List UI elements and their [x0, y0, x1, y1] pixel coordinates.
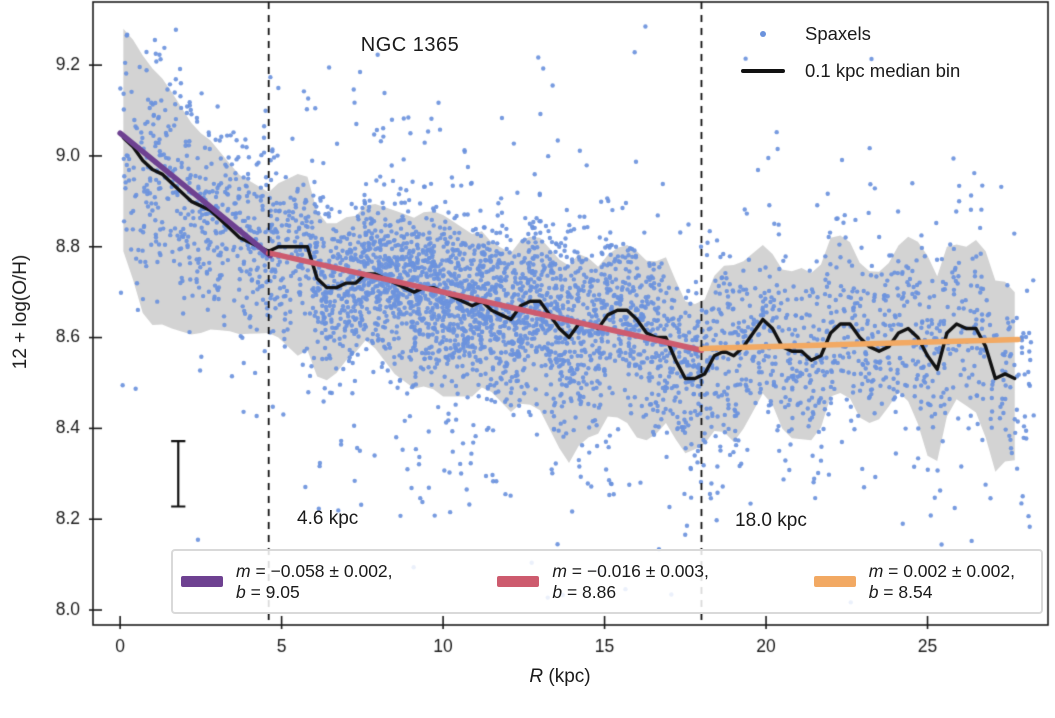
intercept-var: b: [236, 581, 246, 602]
break-annotation-inner: 4.6 kpc: [297, 508, 359, 529]
inner-fit-swatch-icon: [181, 576, 223, 587]
intercept-var: b: [868, 581, 879, 602]
spaxel-dot-icon: [760, 30, 766, 37]
slope-value: = −0.016 ± 0.003,: [566, 560, 709, 581]
inner-fit-text: m = −0.058 ± 0.002, b = 9.05: [236, 561, 393, 603]
legend-marker-cell: [736, 30, 790, 37]
slope-var: m: [552, 560, 567, 581]
legend-label-median-bin: 0.1 kpc median bin: [805, 59, 961, 81]
x-axis-label-unit: (kpc): [543, 666, 591, 687]
y-axis-label: 12 + log(O/H): [10, 254, 31, 370]
slope-value: = 0.002 ± 0.002,: [883, 560, 1015, 581]
intercept-var: b: [552, 581, 563, 602]
fit-entry-middle: m = −0.016 ± 0.003, b = 8.86: [497, 561, 709, 603]
plot-title: NGC 1365: [360, 34, 460, 56]
slope-var: m: [236, 560, 251, 581]
middle-fit-swatch-icon: [497, 576, 540, 587]
fit-entry-outer: m = 0.002 ± 0.002, b = 8.54: [813, 561, 1015, 603]
middle-fit-text: m = −0.016 ± 0.003, b = 8.86: [552, 561, 709, 603]
legend-marker-cell: [736, 68, 790, 73]
plot-legend: Spaxels 0.1 kpc median bin: [736, 20, 960, 94]
fit-parameters-legend: m = −0.058 ± 0.002, b = 9.05 m = −0.016 …: [171, 549, 1043, 614]
x-axis-label: R (kpc): [460, 666, 660, 688]
outer-fit-text: m = 0.002 ± 0.002, b = 8.54: [869, 561, 1015, 603]
legend-item-median-bin: 0.1 kpc median bin: [736, 57, 960, 84]
slope-var: m: [868, 560, 884, 581]
outer-fit-swatch-icon: [813, 576, 856, 587]
intercept-value: = 9.05: [245, 581, 300, 602]
intercept-value: = 8.54: [878, 581, 933, 602]
median-line-icon: [741, 68, 785, 73]
legend-label-spaxels: Spaxels: [805, 22, 871, 44]
fit-entry-inner: m = −0.058 ± 0.002, b = 9.05: [181, 561, 393, 603]
legend-item-spaxels: Spaxels: [736, 20, 960, 47]
intercept-value: = 8.86: [562, 581, 617, 602]
x-axis-label-variable: R: [529, 666, 544, 687]
slope-value: = −0.058 ± 0.002,: [250, 560, 393, 581]
break-annotation-outer: 18.0 kpc: [735, 510, 807, 531]
